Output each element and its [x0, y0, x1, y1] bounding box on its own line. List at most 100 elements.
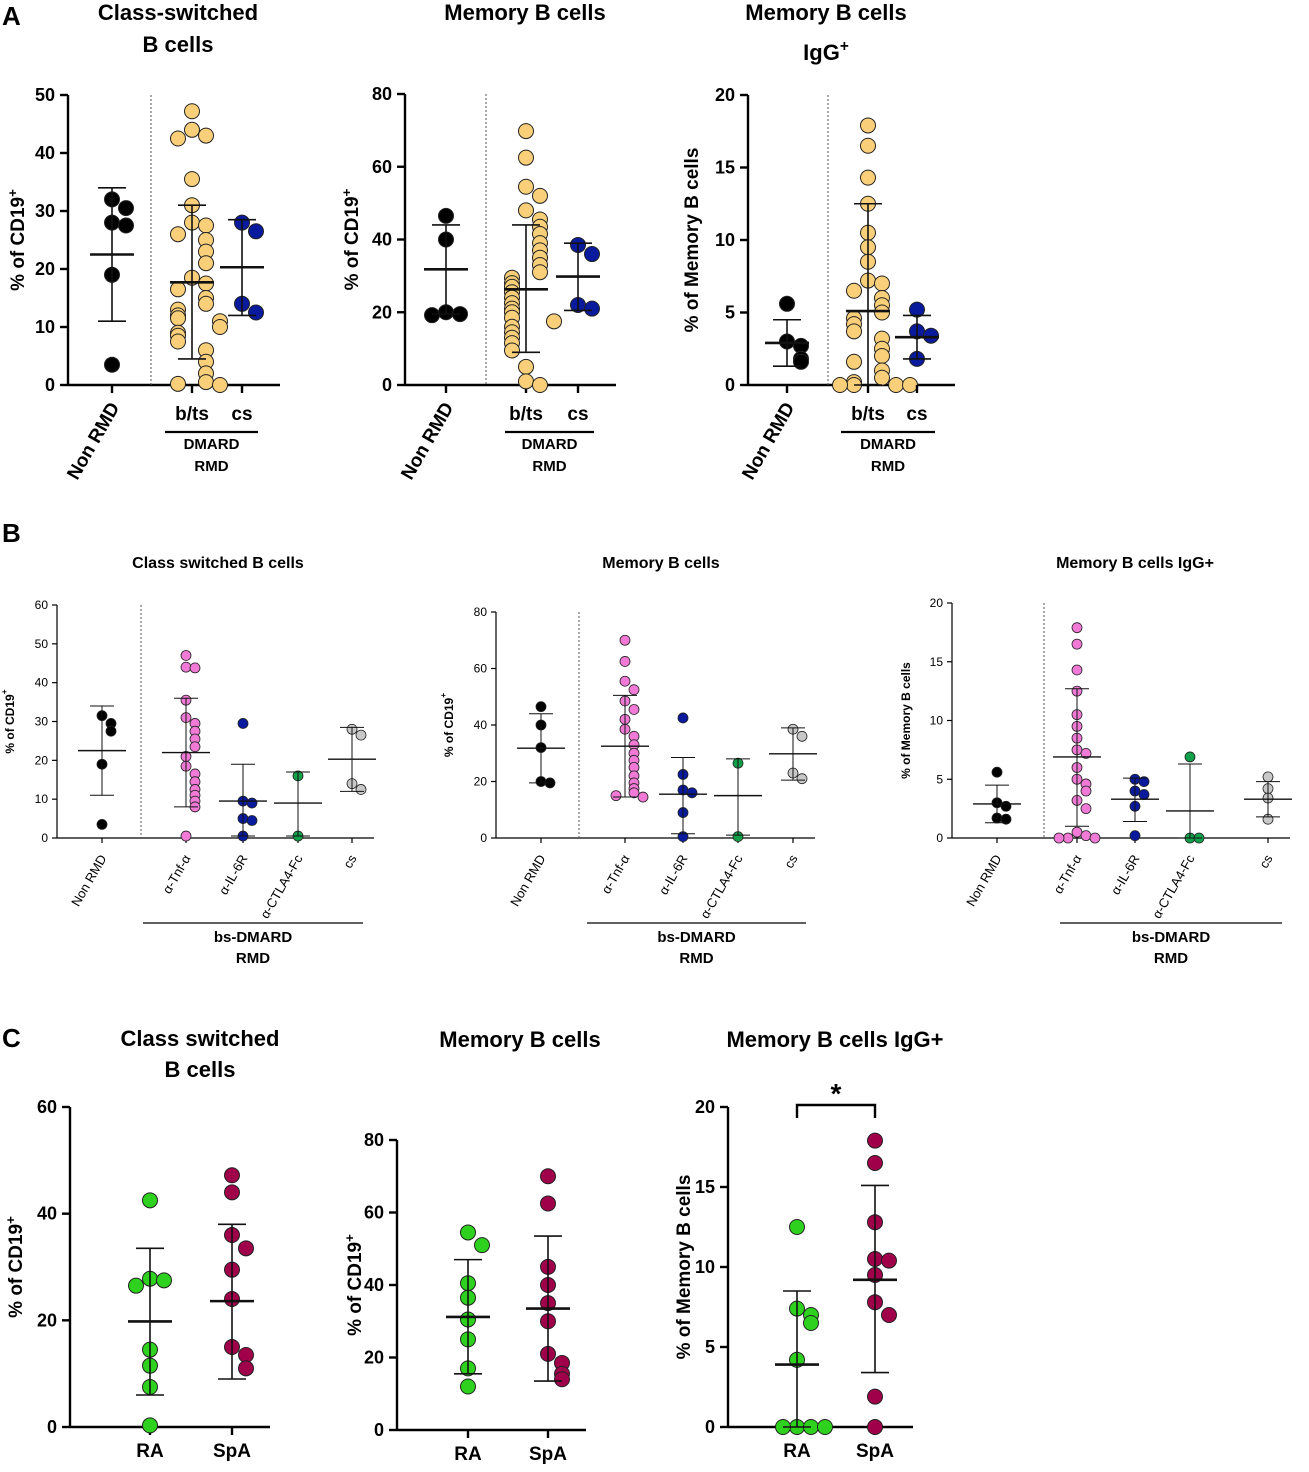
data-point	[619, 634, 631, 646]
data-point	[1000, 800, 1012, 812]
data-point	[677, 712, 689, 724]
x-tick-label: Non RMD	[68, 852, 110, 909]
data-point	[355, 784, 367, 795]
data-point	[184, 121, 200, 138]
data-point	[237, 718, 249, 729]
y-axis-label: % of CD19+	[438, 693, 456, 757]
y-axis-label: % of Memory B cells	[682, 148, 703, 333]
data-point	[224, 1167, 240, 1184]
data-point	[1080, 748, 1092, 759]
data-point	[518, 178, 534, 195]
y-tick-label: 50	[35, 85, 55, 105]
data-point	[189, 662, 201, 674]
x-tick-label: SpA	[529, 1444, 567, 1465]
chart-title-line: Class switched	[121, 1026, 280, 1051]
data-point	[803, 1315, 819, 1331]
data-point	[817, 1419, 833, 1435]
y-label-superscript: +	[3, 1216, 18, 1224]
data-point	[874, 275, 890, 292]
x-tick-label: cs	[906, 404, 927, 425]
significance-marker: *	[831, 1078, 842, 1109]
data-point	[474, 1237, 490, 1254]
y-tick-label: 20	[35, 753, 49, 767]
data-point	[246, 797, 258, 809]
data-point	[142, 1192, 158, 1209]
y-tick-label: 0	[480, 831, 487, 845]
data-point	[118, 217, 134, 234]
data-point	[637, 791, 649, 803]
data-point	[846, 353, 862, 370]
panel-letter-b: B	[2, 518, 21, 548]
data-point	[888, 377, 904, 393]
chart-title-line: IgG+	[803, 38, 849, 65]
chart-title-line: Memory B cells	[745, 0, 906, 25]
x-tick-label: RA	[783, 1441, 811, 1462]
y-tick-label: 0	[382, 375, 392, 395]
data-point	[246, 815, 258, 826]
x-tick-label: cs	[781, 852, 801, 871]
data-point	[1000, 813, 1012, 825]
y-tick-label: 20	[930, 596, 944, 610]
data-point	[540, 1168, 556, 1185]
group-bracket-label: RMD	[1154, 950, 1188, 967]
x-tick-label: cs	[340, 852, 360, 871]
y-tick-label: 5	[725, 303, 735, 323]
chart-title-line: Class-switched	[98, 0, 258, 25]
x-tick-label: Non RMD	[63, 399, 124, 484]
data-point	[1080, 830, 1092, 842]
x-tick-label: α-CTLA4-Fc	[1149, 852, 1198, 921]
data-point	[610, 790, 622, 802]
data-point	[1138, 776, 1150, 787]
data-point	[198, 374, 214, 391]
y-tick-label: 20	[37, 1310, 57, 1330]
data-point	[628, 704, 640, 715]
significance-bracket	[795, 1103, 877, 1118]
data-point	[212, 377, 228, 393]
group-bracket-label: DMARD	[522, 436, 578, 453]
data-point	[460, 1224, 476, 1241]
y-tick-label: 0	[47, 1417, 57, 1437]
data-point	[424, 307, 440, 324]
data-point	[619, 675, 631, 687]
x-tick-label: α-Tnf-α	[1050, 852, 1084, 897]
group-bracket-label: bs-DMARD	[657, 929, 735, 946]
data-point	[128, 1277, 144, 1294]
panel-c-3-chart: Memory B cells IgG+ 0 5 10 15 20 % of Memory B…	[674, 1027, 944, 1462]
data-point	[1071, 638, 1083, 650]
data-point	[198, 127, 214, 144]
y-label-superscript: +	[438, 693, 448, 698]
chart-title-line: Class switched B cells	[132, 555, 304, 572]
data-point	[105, 725, 117, 737]
panel-b-3-chart: Memory B cells IgG+ 0 5 10 15 20 % of Memory B…	[899, 555, 1292, 967]
data-point	[170, 130, 186, 147]
y-label-superscript: +	[0, 689, 9, 694]
data-point	[198, 217, 214, 234]
y-tick-label: 0	[936, 831, 943, 845]
y-tick-label: 15	[695, 1177, 715, 1197]
data-point	[867, 1419, 883, 1435]
data-point	[184, 103, 200, 120]
panel-letter-a: A	[2, 1, 21, 31]
y-tick-label: 20	[372, 302, 392, 322]
x-tick-label: RA	[454, 1444, 482, 1465]
data-point	[1062, 832, 1074, 844]
data-point	[170, 375, 186, 392]
data-point	[584, 246, 600, 263]
data-point	[619, 656, 631, 667]
y-tick-label: 60	[372, 157, 392, 177]
data-point	[867, 1155, 883, 1171]
data-point	[198, 295, 214, 312]
data-point	[779, 295, 795, 312]
group-bracket-label: DMARD	[184, 436, 240, 453]
x-tick-label: α-IL-6R	[216, 852, 251, 897]
y-axis-label: % of Memory B cells	[674, 1175, 695, 1360]
data-point	[860, 137, 876, 154]
data-point	[789, 1219, 805, 1235]
y-tick-label: 0	[374, 1420, 384, 1440]
data-point	[238, 1347, 254, 1363]
x-tick-label: Non RMD	[397, 399, 458, 484]
y-tick-label: 60	[474, 662, 488, 676]
y-tick-label: 30	[35, 201, 55, 221]
panel-a-3-chart: Memory B cells IgG+ 0 5 10 15 20 % of Memory B …	[682, 0, 955, 484]
